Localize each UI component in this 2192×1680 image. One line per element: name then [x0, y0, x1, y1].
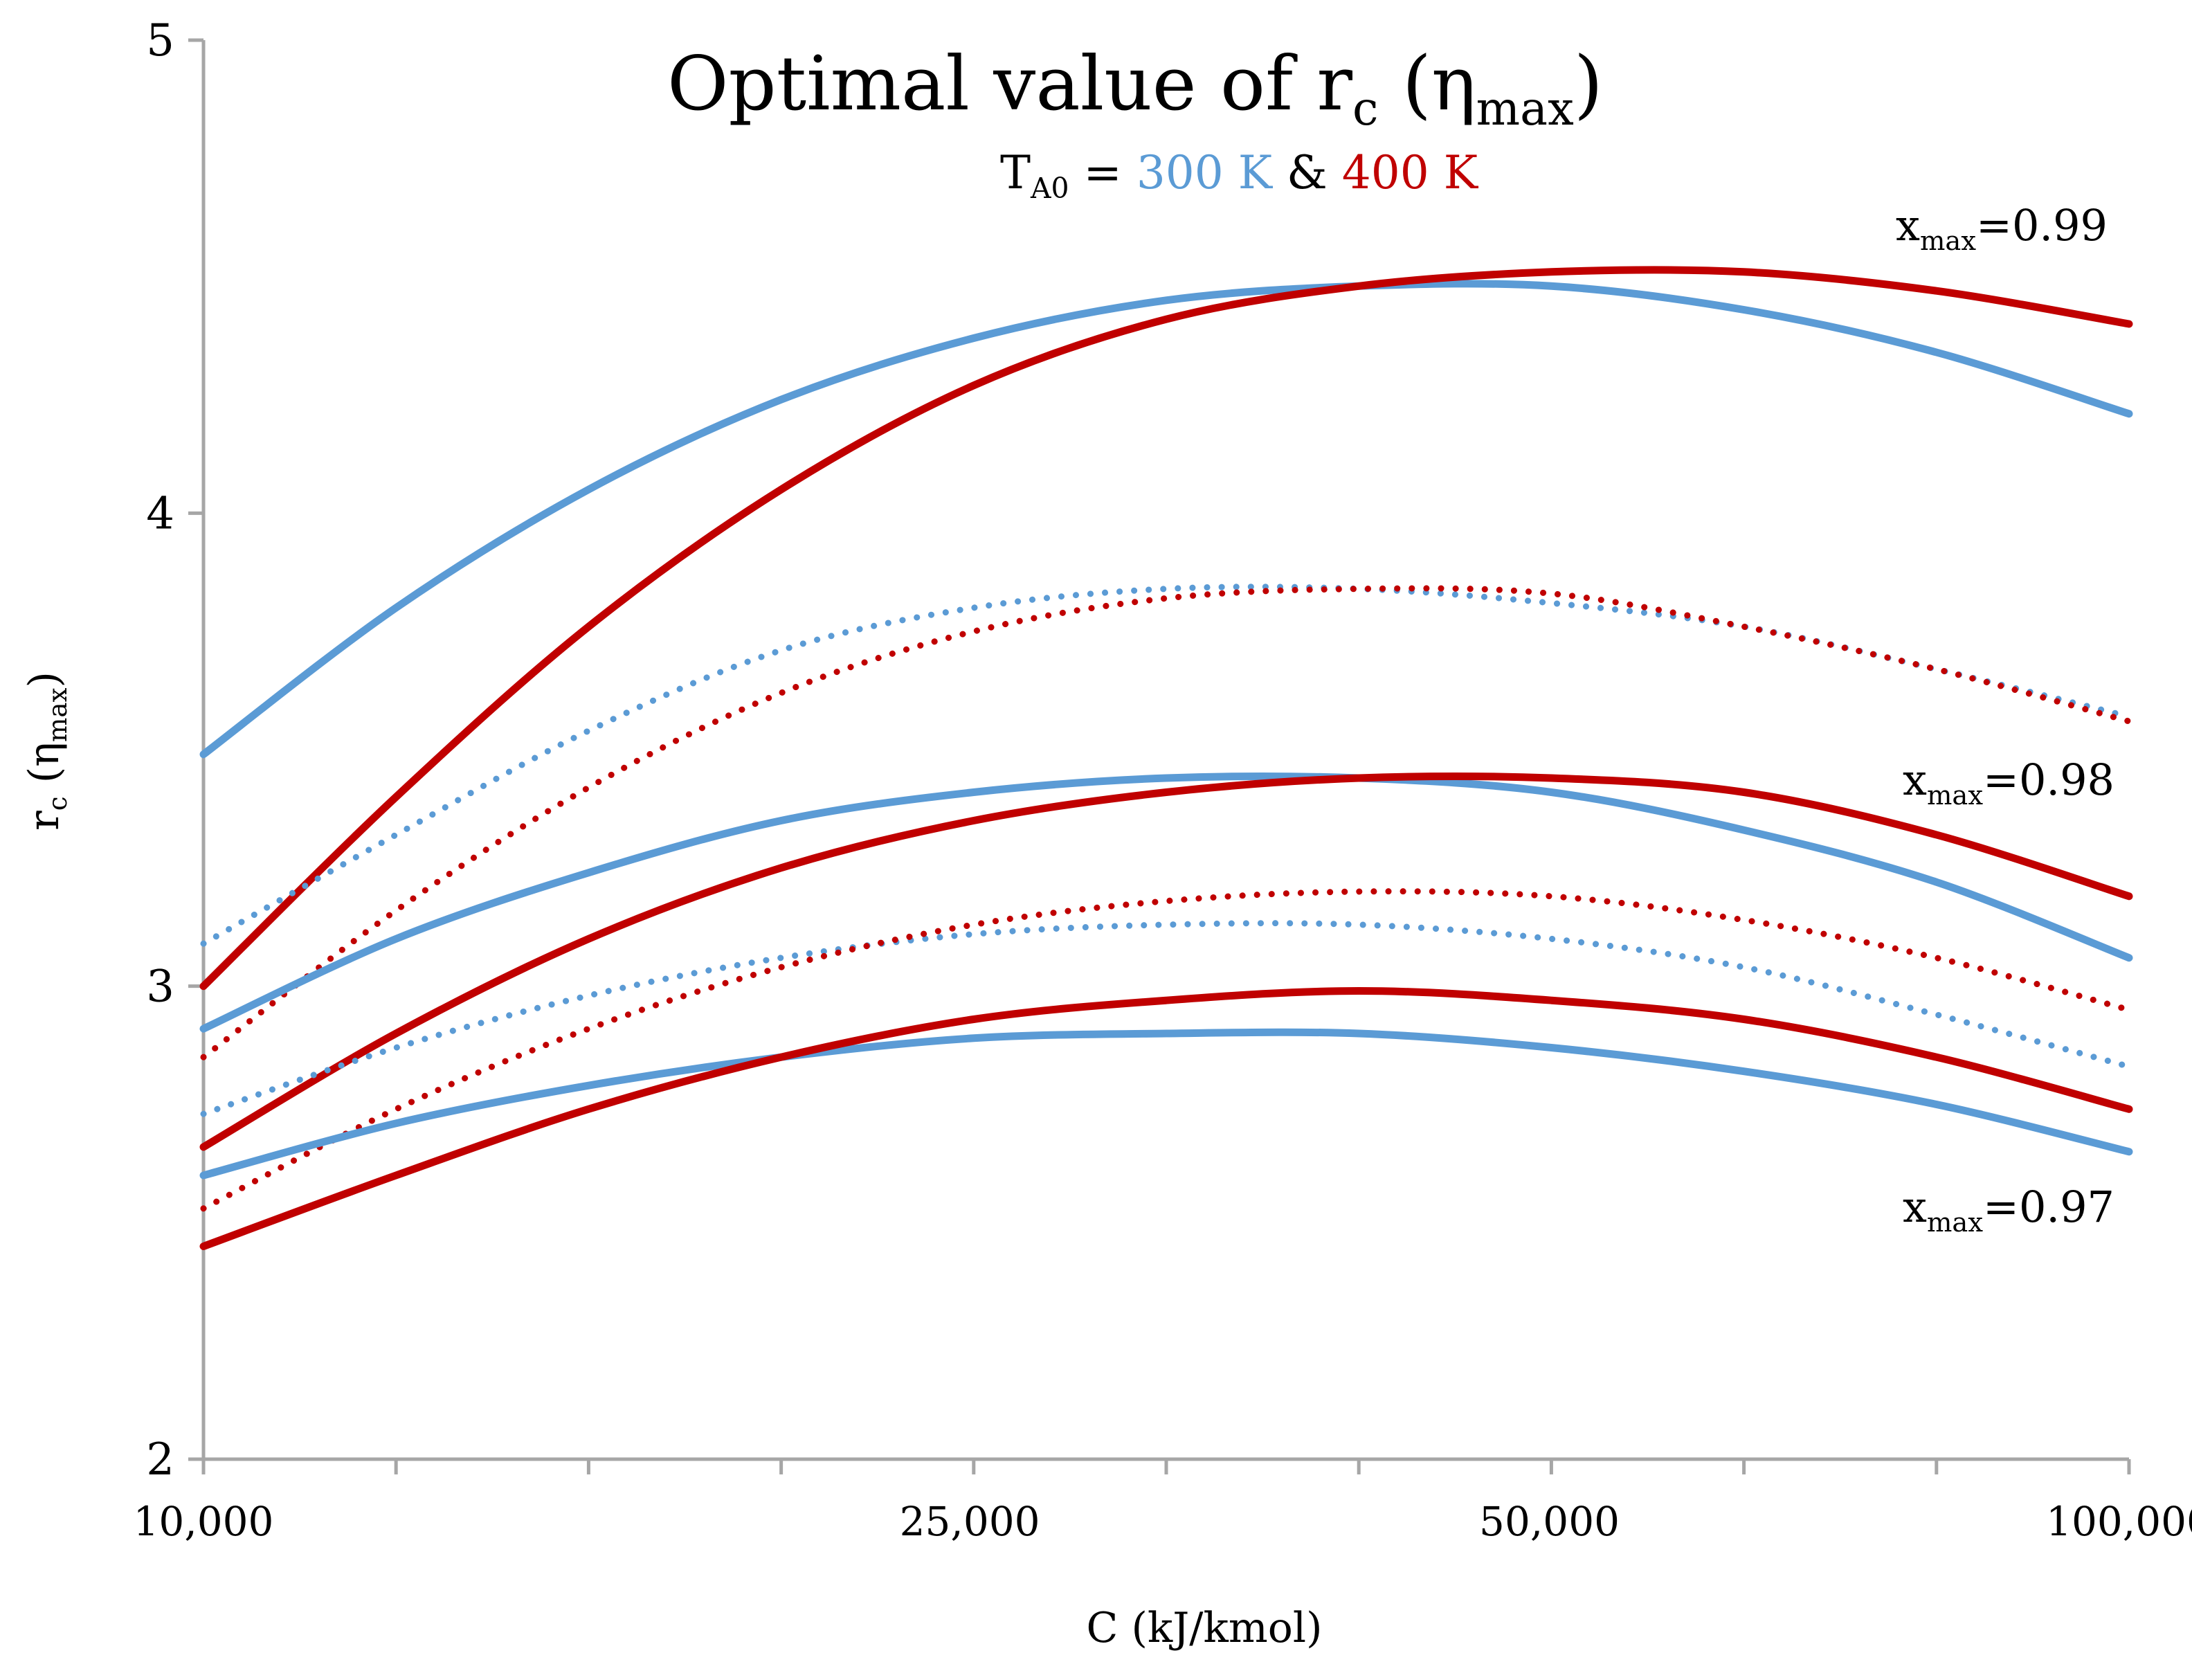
- series-line-xmax-0.98-300k: [199, 772, 2133, 1033]
- chart-subtitle: TA0 = 300 K & 400 K: [1000, 146, 1479, 205]
- series-line-xmax-0.985-300k-dotted: [200, 584, 2132, 947]
- x-tick-label: 10,000: [134, 1498, 274, 1545]
- series-line-xmax-0.975-400k-dotted: [200, 888, 2132, 1212]
- legend-400k: 400 K: [1342, 146, 1479, 199]
- axes: [201, 40, 2129, 1461]
- chart-title: Optimal value of rc (ηmax): [667, 41, 1603, 136]
- y-tick-label: 3: [146, 961, 174, 1013]
- legend-300k: 300 K: [1136, 146, 1274, 199]
- series-line-xmax-0.97-300k: [199, 1028, 2133, 1180]
- series-line-xmax-0.97-400k: [199, 987, 2133, 1250]
- y-tick-label: 2: [146, 1434, 174, 1485]
- series-layer: [199, 266, 2133, 1250]
- x-axis-title: C (kJ/kmol): [1087, 1604, 1323, 1652]
- annotation-xmax-0.99: xmax=0.99: [1896, 200, 2108, 257]
- annotation-xmax-0.98: xmax=0.98: [1903, 755, 2114, 811]
- series-line-xmax-0.98-400k: [199, 772, 2133, 1151]
- y-axis-title: rc (ηmax): [20, 671, 73, 831]
- y-tick-label: 4: [146, 488, 174, 539]
- y-ticks: 2 3 4 5: [146, 15, 203, 1485]
- annotation-xmax-0.97: xmax=0.97: [1903, 1182, 2114, 1238]
- x-tick-label: 50,000: [1479, 1498, 1620, 1545]
- y-tick-label: 5: [146, 15, 174, 66]
- series-line-xmax-0.99-400k: [199, 266, 2133, 991]
- x-tick-label: 25,000: [900, 1498, 1040, 1545]
- x-tick-label: 100,000: [2046, 1498, 2192, 1545]
- series-line-xmax-0.99-300k: [199, 280, 2133, 759]
- x-ticks: 10,000 25,000 50,000 100,000: [134, 1459, 2192, 1545]
